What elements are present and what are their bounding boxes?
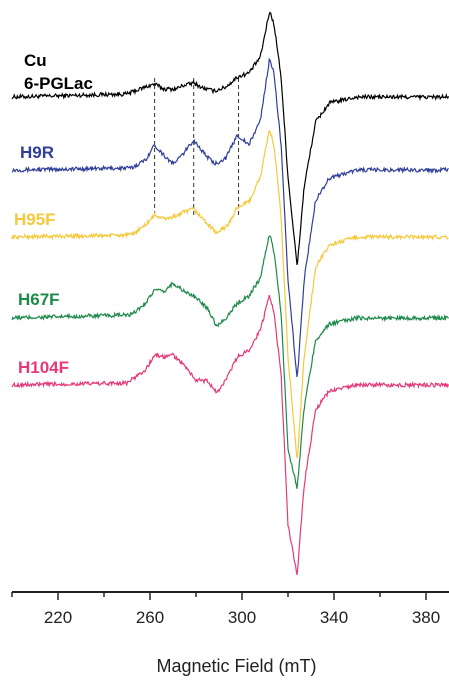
trace-label-2: H95F <box>14 210 56 229</box>
x-tick-label-220: 220 <box>44 608 72 627</box>
x-tick-label-300: 300 <box>228 608 256 627</box>
trace-label-3: H67F <box>18 290 60 309</box>
trace-h95f <box>11 130 449 459</box>
trace-h9r <box>11 57 449 377</box>
trace-label-1: H9R <box>20 143 54 162</box>
trace-cu-6-pglac <box>11 11 449 265</box>
x-tick-label-340: 340 <box>320 608 348 627</box>
x-tick-label-260: 260 <box>136 608 164 627</box>
x-axis-title: Magnetic Field (mT) <box>156 656 316 676</box>
trace-label-4: H104F <box>18 358 69 377</box>
trace-labels: Cu 6-PGLac H9R H95F H67F H104F <box>14 51 93 377</box>
trace-h104f <box>11 294 449 575</box>
trace-label-0: Cu 6-PGLac <box>24 51 93 93</box>
x-axis-ticks: 220 260 300 340 380 <box>11 592 440 627</box>
trace-h67f <box>11 235 449 489</box>
spectra-traces <box>11 11 449 575</box>
reference-lines <box>154 78 240 215</box>
x-tick-label-380: 380 <box>412 608 440 627</box>
